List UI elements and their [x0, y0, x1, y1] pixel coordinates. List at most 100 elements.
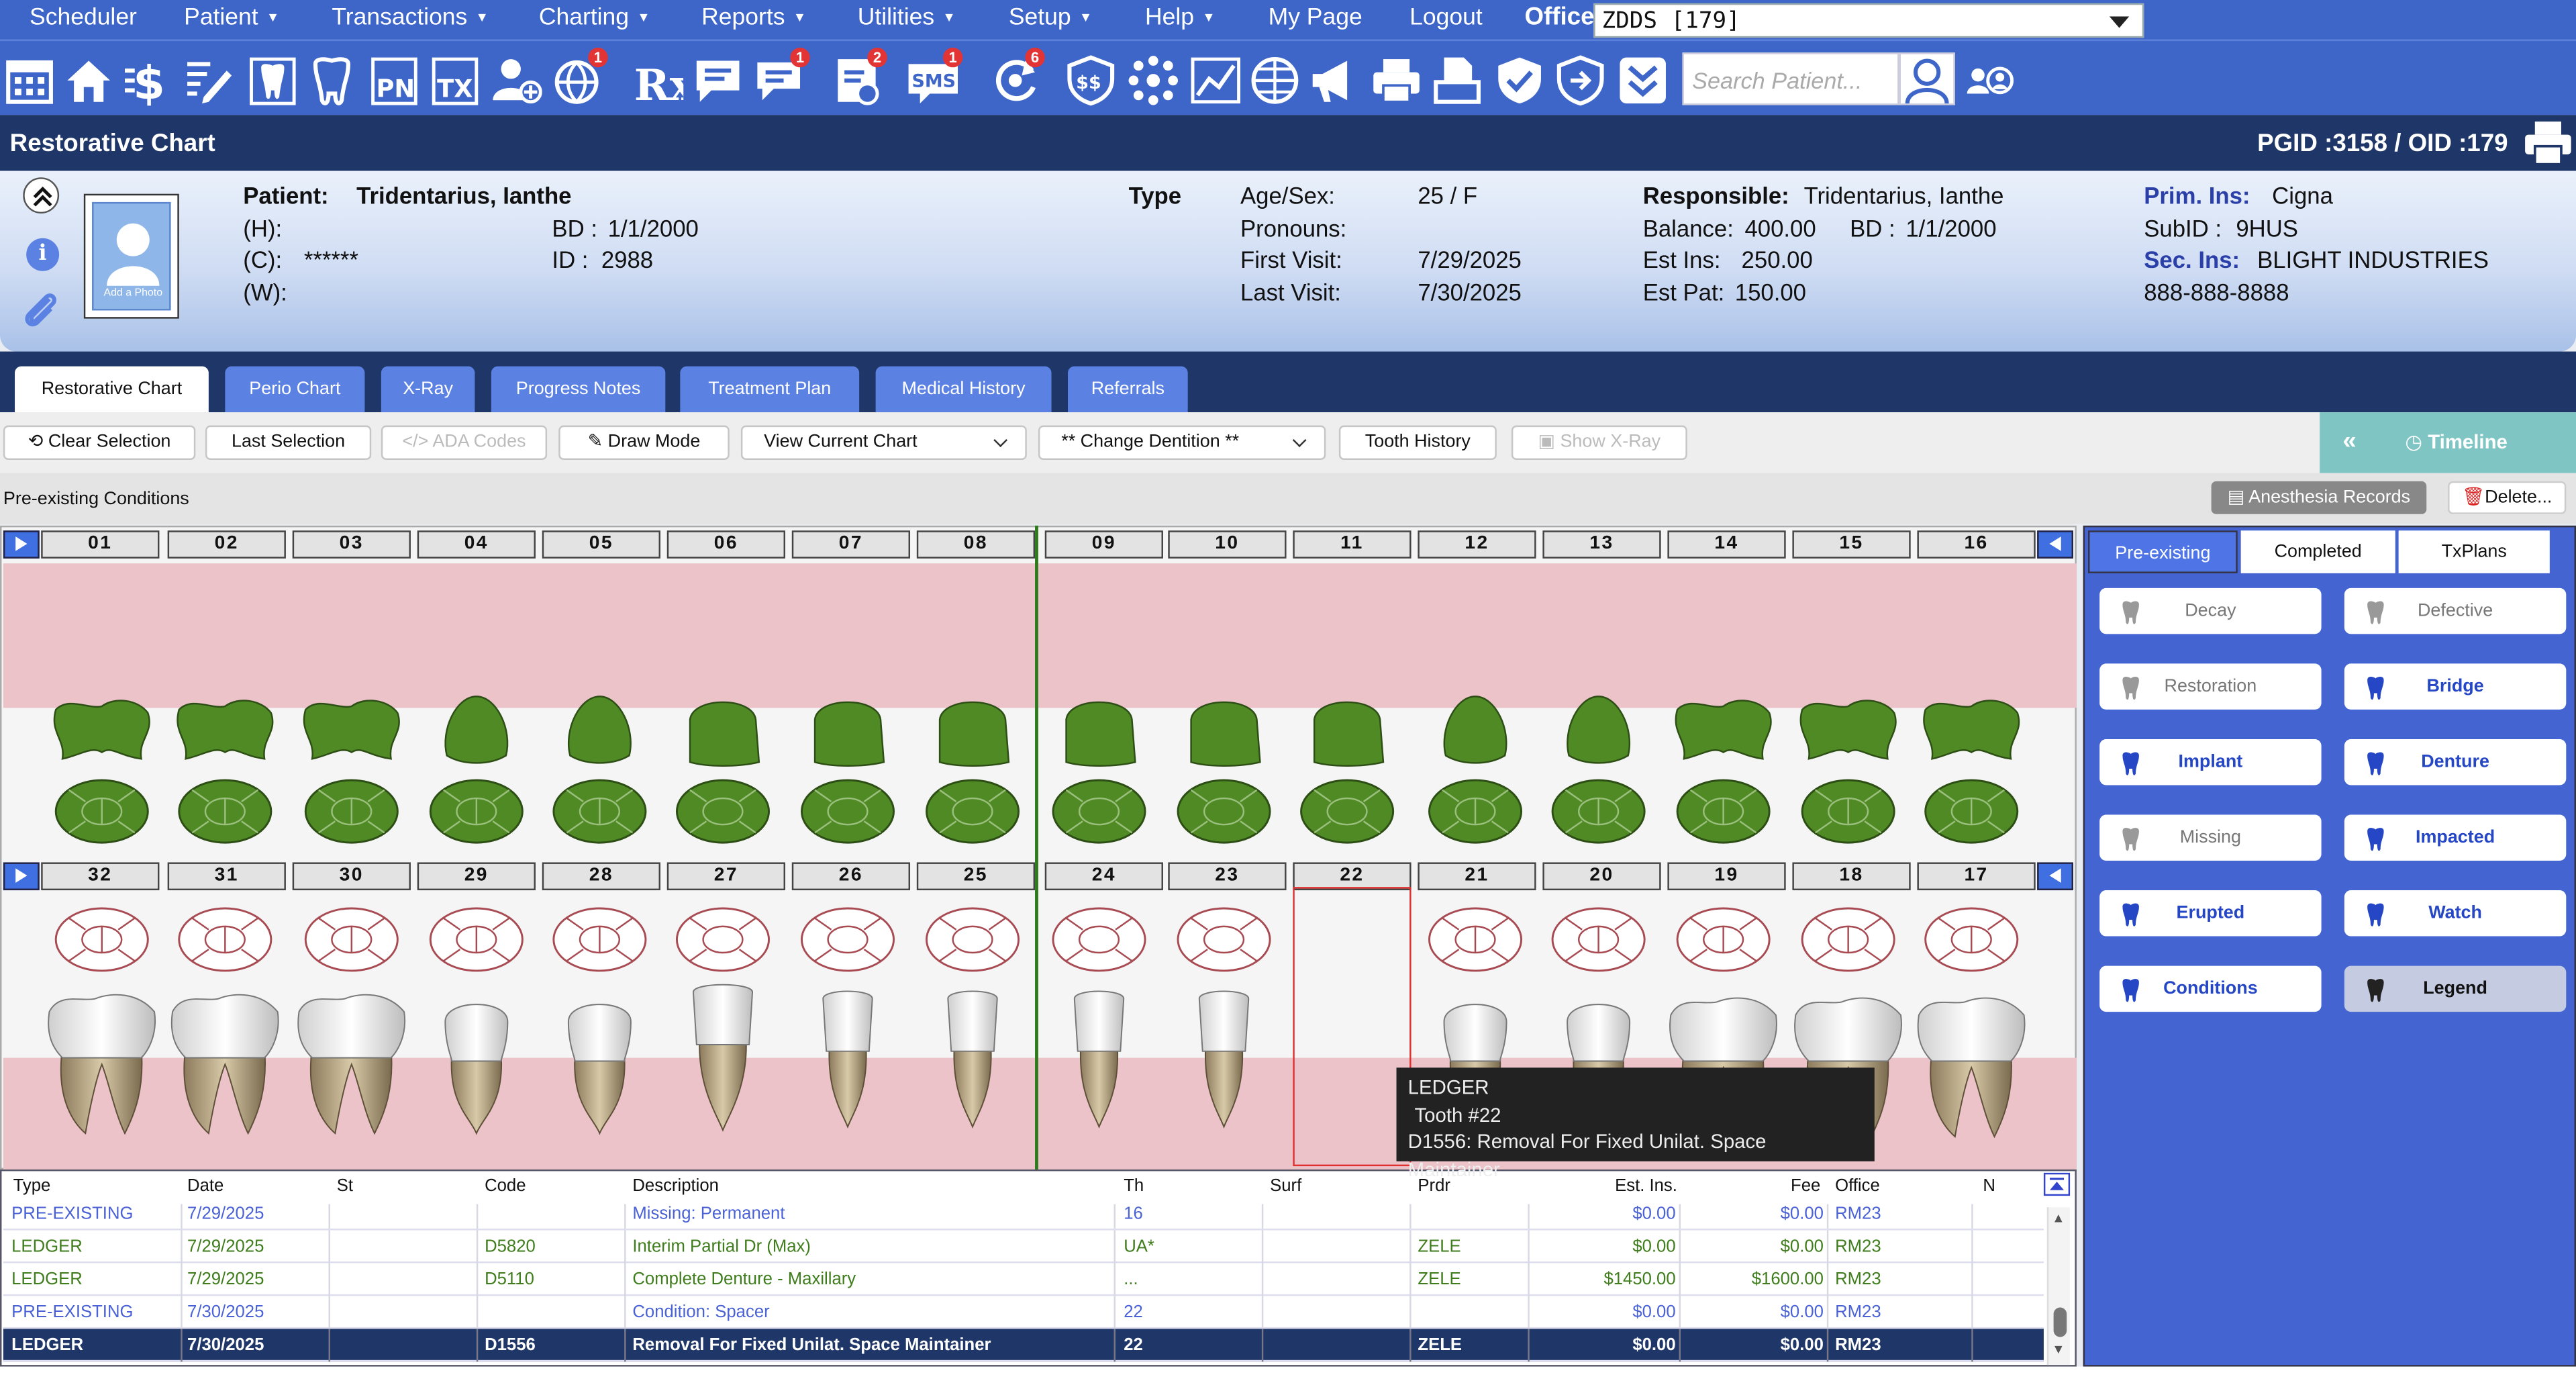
shield-icon[interactable] [1554, 54, 1607, 107]
tooth-number-15[interactable]: 15 [1792, 530, 1911, 559]
upper-tooth-14[interactable] [1675, 700, 1772, 844]
tab-progress-notes[interactable]: Progress Notes [491, 366, 666, 413]
column-header-est-ins[interactable]: Est. Ins. [1615, 1176, 1677, 1196]
bridge-button[interactable]: Bridge [2344, 663, 2567, 710]
insurance-icon[interactable]: $$ [1064, 54, 1117, 107]
scroll-thumb[interactable] [2053, 1307, 2067, 1337]
collapse-icon[interactable] [1617, 54, 1669, 107]
upper-tooth-10[interactable] [1177, 701, 1271, 844]
legend-button[interactable]: Legend [2344, 965, 2567, 1012]
tooth-number-09[interactable]: 09 [1044, 530, 1163, 559]
clear-selection-button[interactable]: ⟲ Clear Selection [3, 425, 196, 461]
table-row[interactable]: PRE-EXISTING 7/30/2025 Condition: Spacer 22… [3, 1296, 2044, 1329]
print-icon[interactable] [1370, 54, 1422, 107]
column-header-type[interactable]: Type [13, 1176, 51, 1196]
scroll-down-icon[interactable]: ▼ [2052, 1341, 2065, 1357]
column-header-surf[interactable]: Surf [1270, 1176, 1302, 1196]
lower-tooth-25[interactable] [926, 907, 1020, 1129]
tooth-number-11[interactable]: 11 [1293, 530, 1411, 559]
tooth-number-18[interactable]: 18 [1792, 862, 1911, 891]
denture-button[interactable]: Denture [2344, 738, 2567, 785]
tooth-22-selection[interactable] [1293, 887, 1411, 1167]
edit-icon[interactable] [181, 54, 233, 107]
home-icon[interactable] [62, 54, 115, 107]
menu-scheduler[interactable]: Scheduler [30, 5, 137, 32]
watch-button[interactable]: Watch [2344, 890, 2567, 937]
table-row[interactable]: LEDGER 7/29/2025 D5110 Complete Denture - M… [3, 1263, 2044, 1296]
tooth-number-16[interactable]: 16 [1917, 530, 2036, 559]
lower-tooth-29[interactable] [429, 907, 524, 1135]
rx-icon[interactable]: Rx [631, 54, 696, 111]
teeth-graphic[interactable] [0, 526, 2077, 1170]
double-chevron-left-icon[interactable]: « [2342, 427, 2357, 455]
lower-tooth-23[interactable] [1177, 907, 1271, 1129]
tooth-number-27[interactable]: 27 [666, 862, 786, 891]
tooth-number-14[interactable]: 14 [1667, 530, 1786, 559]
info-icon[interactable]: i [26, 238, 60, 271]
tab-medical-history[interactable]: Medical History [875, 366, 1052, 413]
scroll-to-top-icon[interactable] [2043, 1172, 2071, 1196]
tooth-number-32[interactable]: 32 [41, 862, 160, 891]
upper-arch-left-button[interactable] [3, 530, 40, 559]
menu-my-page[interactable]: My Page [1268, 5, 1363, 32]
tooth-number-19[interactable]: 19 [1667, 862, 1786, 891]
upper-tooth-06[interactable] [675, 701, 770, 844]
column-header-office[interactable]: Office [1835, 1176, 1880, 1196]
tooth-number-30[interactable]: 30 [292, 862, 411, 891]
ada-codes-button[interactable]: </> ADA Codes [381, 425, 548, 461]
tab-perio-chart[interactable]: Perio Chart [225, 366, 365, 413]
upper-tooth-07[interactable] [801, 701, 895, 844]
column-header-fee[interactable]: Fee [1790, 1176, 1821, 1196]
table-row[interactable]: PRE-EXISTING 7/29/2025 Missing: Permanent 1… [3, 1204, 2044, 1231]
lower-arch-left-button[interactable] [3, 862, 40, 891]
upper-tooth-08[interactable] [926, 701, 1020, 844]
tab-restorative-chart[interactable]: Restorative Chart [15, 366, 209, 413]
lower-tooth-30[interactable] [297, 907, 406, 1135]
tooth-number-31[interactable]: 31 [167, 862, 286, 891]
upper-arch-right-button[interactable] [2037, 530, 2073, 559]
upper-tooth-04[interactable] [429, 696, 524, 844]
web-icon[interactable] [1248, 54, 1301, 107]
lower-tooth-32[interactable] [48, 907, 156, 1135]
collapse-header-icon[interactable] [23, 177, 60, 214]
draw-mode-button[interactable]: ✎ Draw Mode [558, 425, 730, 461]
attachment-icon[interactable] [19, 289, 62, 332]
tooth-number-02[interactable]: 02 [167, 530, 286, 559]
tooth-number-23[interactable]: 23 [1168, 862, 1287, 891]
tooth-chart-icon[interactable] [246, 54, 299, 107]
add-patient-icon[interactable] [489, 54, 542, 107]
column-header-st[interactable]: St [336, 1176, 354, 1196]
tooth-number-29[interactable]: 29 [417, 862, 536, 891]
menu-help[interactable]: Help ▼ [1145, 5, 1216, 32]
erupted-button[interactable]: Erupted [2099, 890, 2322, 937]
implant-button[interactable]: Implant [2099, 738, 2322, 785]
calendar-icon[interactable] [3, 54, 56, 107]
tooth-icon[interactable] [305, 54, 358, 107]
chart-icon[interactable] [1189, 54, 1242, 107]
timeline-panel-toggle[interactable]: « ◷ Timeline [2320, 412, 2576, 473]
upper-tooth-02[interactable] [177, 700, 274, 844]
upper-tooth-11[interactable] [1300, 701, 1395, 844]
tooth-number-05[interactable]: 05 [542, 530, 660, 559]
menu-patient[interactable]: Patient ▼ [184, 5, 280, 32]
tab-referrals[interactable]: Referrals [1068, 366, 1188, 413]
conditions-button[interactable]: Conditions [2099, 965, 2322, 1012]
upper-tooth-13[interactable] [1551, 696, 1646, 844]
message-icon[interactable] [691, 54, 744, 107]
globe-icon[interactable]: 1 [552, 47, 608, 107]
tooth-number-10[interactable]: 10 [1168, 530, 1287, 559]
table-row[interactable]: LEDGER 7/30/2025 D1556 Removal For Fixed Un… [3, 1329, 2044, 1362]
menu-utilities[interactable]: Utilities ▼ [857, 5, 956, 32]
lower-arch-right-button[interactable] [2037, 862, 2073, 891]
column-header-code[interactable]: Code [485, 1176, 526, 1196]
column-header-n[interactable]: N [1983, 1176, 1995, 1196]
tooth-number-12[interactable]: 12 [1418, 530, 1536, 559]
upper-tooth-05[interactable] [552, 696, 647, 844]
patient-search-icon[interactable] [1899, 52, 1955, 105]
view-current-chart-select[interactable]: View Current Chart [740, 425, 1027, 461]
column-header-date[interactable]: Date [187, 1176, 224, 1196]
upper-tooth-09[interactable] [1052, 701, 1146, 844]
delete-button[interactable]: 🗑Delete... [2448, 481, 2567, 514]
tooth-number-21[interactable]: 21 [1418, 862, 1536, 891]
tooth-number-22[interactable]: 22 [1293, 862, 1411, 891]
